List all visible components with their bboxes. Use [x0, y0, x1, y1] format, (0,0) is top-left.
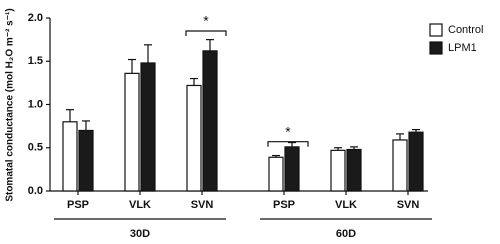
legend-label: LPM1	[448, 42, 477, 54]
legend-swatch	[429, 41, 443, 55]
x-tick-label: SVN	[397, 199, 420, 211]
bar	[268, 156, 284, 192]
bar	[330, 149, 346, 192]
significance-label: *	[285, 123, 291, 139]
bar	[124, 72, 140, 192]
bar	[392, 139, 408, 192]
bar	[62, 121, 78, 192]
group-label: 60D	[336, 228, 356, 240]
bar	[78, 129, 94, 192]
x-tick-label: PSP	[273, 199, 295, 211]
y-tick-label: 0.0	[28, 185, 43, 197]
bar	[186, 84, 202, 192]
bar	[284, 146, 300, 192]
y-tick-label: 2.0	[28, 12, 43, 24]
x-tick-label: SVN	[191, 199, 214, 211]
significance-bracket	[267, 141, 309, 147]
y-tick-label: 0.5	[28, 142, 43, 154]
bar	[408, 131, 424, 192]
x-tick-label: PSP	[67, 199, 89, 211]
group-label: 30D	[130, 228, 150, 240]
bar	[346, 148, 362, 192]
x-tick-label: VLK	[335, 199, 357, 211]
significance-label: *	[203, 13, 209, 29]
y-tick-label: 1.0	[28, 98, 43, 110]
significance-bracket	[185, 30, 227, 36]
legend-swatch	[429, 23, 443, 37]
bar	[140, 62, 156, 192]
x-tick-label: VLK	[129, 199, 151, 211]
y-axis-label: Stomatal conductance (mol H₂O m⁻² s⁻¹)	[5, 8, 16, 201]
legend-label: Control	[448, 24, 483, 36]
y-tick-label: 1.5	[28, 55, 43, 67]
bar	[202, 50, 218, 192]
